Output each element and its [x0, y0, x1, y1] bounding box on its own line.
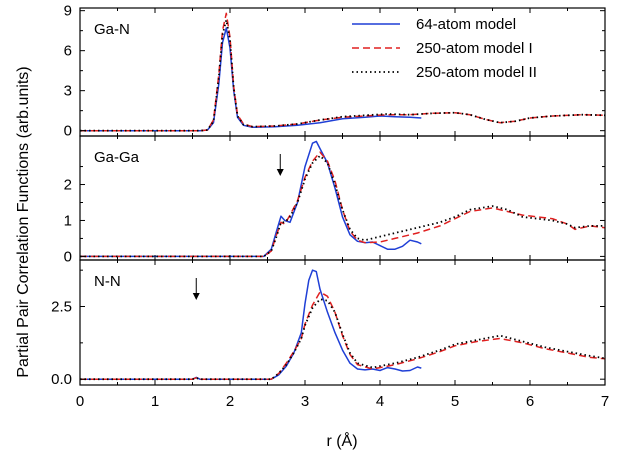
series-line-250-atom-model-ii [80, 298, 605, 381]
panels-layer: 0 3 6 9 Ga-N 0 1 2 Ga-Ga 0.0 2.5 N-N [51, 3, 606, 388]
y-axis-title: Partial Pair Correlation Functions (arb.… [15, 66, 32, 377]
arrow-head [192, 293, 200, 300]
y-tick-label: 1 [64, 212, 72, 229]
y-tick-label: 0 [64, 248, 72, 265]
x-tick-label: 2 [226, 393, 234, 410]
y-tick-label: 2.5 [51, 299, 72, 316]
x-axis-title: r (Å) [326, 431, 357, 450]
arrow-head [276, 169, 284, 176]
legend: 64-atom model 250-atom model I 250-atom mo… [352, 16, 537, 81]
x-tick-label: 1 [151, 393, 159, 410]
y-tick-label: 6 [64, 43, 72, 60]
y-tick-label: 9 [64, 3, 72, 20]
panel-label: Ga-N [94, 21, 130, 38]
series-line-250-atom-model-i [80, 12, 605, 132]
series-line-250-atom-model-i [80, 151, 605, 258]
panel-ga-ga: 0 1 2 Ga-Ga [64, 135, 606, 265]
legend-label: 250-atom model I [416, 40, 533, 57]
panel-frame [79, 135, 606, 261]
y-tick-label: 2 [64, 177, 72, 194]
x-tick-label: 0 [76, 393, 84, 410]
y-tick-label: 0 [64, 123, 72, 140]
series-line-64-atom-model [80, 269, 422, 380]
x-tick-label: 7 [601, 393, 609, 410]
legend-label: 64-atom model [416, 16, 516, 33]
x-axis: 0 1 2 3 4 5 6 7 [76, 393, 609, 410]
x-tick-label: 5 [451, 393, 459, 410]
legend-label: 250-atom model II [416, 64, 537, 81]
y-tick-label: 0.0 [51, 371, 72, 388]
series-line-64-atom-model [80, 140, 422, 258]
x-tick-label: 6 [526, 393, 534, 410]
x-tick-label: 3 [301, 393, 309, 410]
panel-frame [79, 259, 606, 386]
panel-n-n: 0.0 2.5 N-N [51, 259, 606, 388]
x-tick-label: 4 [376, 393, 384, 410]
panel-label: Ga-Ga [94, 149, 140, 166]
series-line-250-atom-model-ii [80, 154, 605, 258]
panel-label: N-N [94, 273, 121, 290]
y-tick-label: 3 [64, 83, 72, 100]
series-line-250-atom-model-i [80, 291, 605, 380]
